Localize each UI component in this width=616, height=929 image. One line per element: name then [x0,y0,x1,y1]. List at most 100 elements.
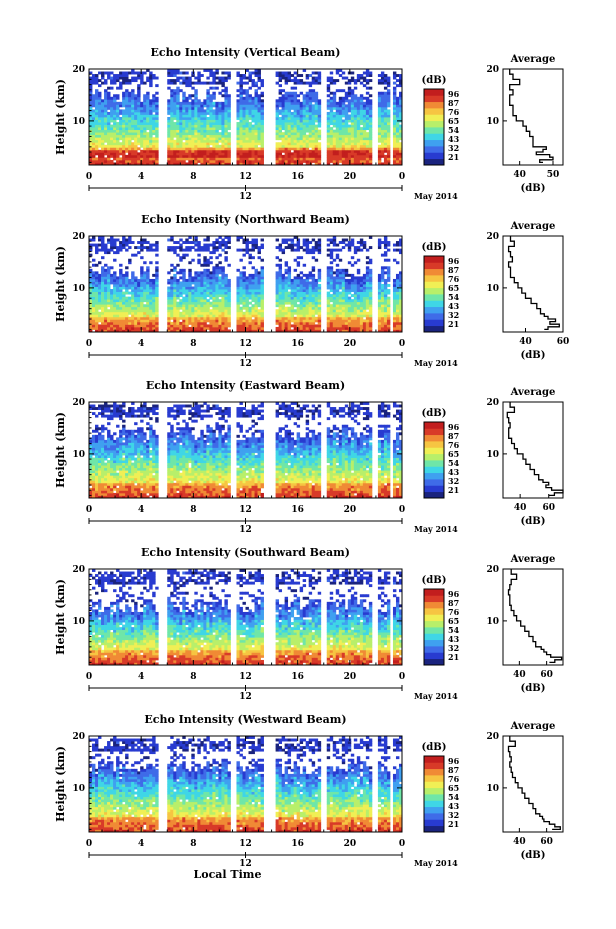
heatmap-cell [197,276,201,280]
heatmap-cell [113,124,117,128]
heatmap-cell [254,241,258,244]
heatmap-cell [104,124,108,128]
heatmap-cell [182,76,186,80]
heatmap-cell [218,309,222,313]
heatmap-cell [101,276,105,280]
heatmap-cell [155,134,159,138]
heatmap-cell [206,69,210,72]
heatmap-cell [131,309,135,313]
heatmap-cell [284,124,289,128]
heatmap-cell [188,284,192,287]
heatmap-cell [128,321,132,325]
heatmap-cell [338,291,343,295]
heatmap-cell [131,132,135,136]
heatmap-cell [98,299,102,303]
heatmap-cell [101,162,105,166]
heatmap-cell [170,139,174,143]
heatmap-cell [179,281,183,285]
heatmap-cell [146,114,150,118]
heatmap-cell [170,246,174,250]
heatmap-cell [251,284,255,287]
heatmap-cell [260,246,264,250]
heatmap-cell [200,284,204,287]
heatmap-cell [380,94,385,98]
heatmap-cell [188,137,192,141]
heatmap-cell [146,299,150,303]
heatmap-cell [386,104,391,108]
heatmap-cell [248,162,252,166]
heatmap-cell [293,122,298,125]
heatmap-cell [188,134,192,138]
heatmap-cell [242,104,246,108]
heatmap-cell [251,119,255,123]
heatmap-cell [332,316,337,320]
heatmap-cell [212,139,216,143]
heatmap-cell [398,106,403,110]
heatmap-cell [215,106,219,110]
heatmap-cell [194,104,198,108]
heatmap-cell [254,278,258,282]
heatmap-cell [278,124,283,128]
heatmap-cell [125,159,129,163]
heatmap-cell [188,311,192,315]
heatmap-cell [137,324,141,328]
heatmap-cell [377,154,382,158]
heatmap-cell [122,94,126,98]
heatmap-cell [128,94,132,98]
heatmap-cell [341,154,346,158]
heatmap-cell [239,311,243,315]
heatmap-cell [356,159,361,163]
heatmap-cell [341,321,346,325]
heatmap-cell [332,258,337,262]
heatmap-cell [365,149,370,153]
heatmap-cell [248,316,252,320]
heatmap-cell [287,301,292,305]
heatmap-cell [287,147,292,151]
heatmap-cell [215,76,219,80]
heatmap-cell [338,284,343,287]
heatmap-cell [167,278,171,282]
heatmap-cell [293,159,298,163]
heatmap-cell [110,149,114,153]
heatmap-cell [395,132,400,136]
heatmap-cell [326,132,331,136]
heatmap-cell [116,276,120,280]
heatmap-cell [245,137,249,141]
heatmap-cell [236,127,240,131]
heatmap-cell [293,157,298,161]
heatmap-cell [383,96,388,100]
heatmap-cell [380,104,385,108]
heatmap-cell [215,314,219,318]
heatmap-cell [116,311,120,315]
heatmap-cell [128,79,132,83]
heatmap-cell [92,236,96,239]
heatmap-cell [95,246,99,250]
heatmap-cell [95,124,99,128]
heatmap-cell [311,119,316,123]
heatmap-cell [104,329,108,333]
heatmap-cell [359,152,364,156]
heatmap-cell [185,81,189,85]
heatmap-cell [209,311,213,315]
heatmap-cell [338,134,343,138]
heatmap-cell [227,101,231,105]
heatmap-cell [281,106,286,110]
heatmap-cell [347,117,352,120]
heatmap-cell [293,96,298,100]
heatmap-cell [179,258,183,262]
heatmap-cell [89,79,93,83]
heatmap-cell [308,142,313,146]
heatmap-cell [167,248,171,252]
heatmap-cell [281,309,286,313]
heatmap-cell [308,122,313,125]
heatmap-cell [173,117,177,120]
heatmap-cell [386,137,391,141]
heatmap-cell [311,268,316,272]
heatmap-cell [119,243,123,247]
colorbar-swatch [424,114,444,122]
heatmap-cell [281,96,286,100]
heatmap-cell [197,296,201,300]
heatmap-cell [203,109,207,113]
heatmap-cell [305,81,310,85]
heatmap-cell [167,74,171,77]
